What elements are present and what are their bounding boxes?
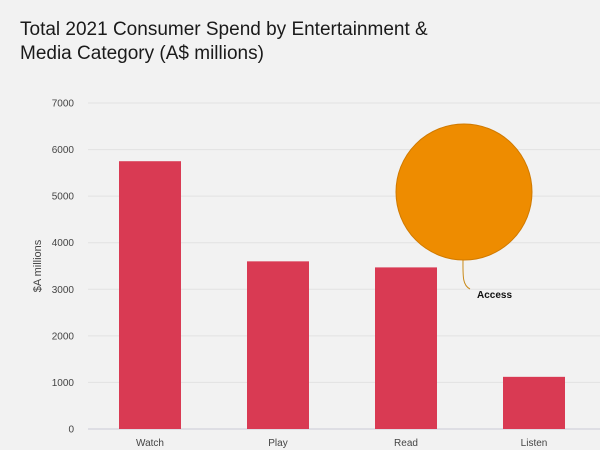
y-tick-label: 0 (68, 425, 74, 436)
bar-read (375, 267, 437, 429)
bar-play (247, 261, 309, 429)
annotation-leader-line (462, 256, 471, 290)
bar-listen (503, 376, 565, 429)
y-axis-title: $A millions (32, 239, 44, 292)
x-tick-label: Watch (136, 438, 164, 449)
x-tick-label: Read (394, 438, 418, 449)
annotation-label: Access (477, 290, 512, 301)
x-axis-ticks: Watch Play Read Listen (136, 438, 547, 449)
y-axis-ticks: 0 1000 2000 3000 4000 5000 6000 7000 (52, 99, 75, 436)
x-tick-label: Listen (521, 438, 548, 449)
y-tick-label: 2000 (52, 331, 75, 342)
x-tick-label: Play (268, 438, 287, 449)
bars (119, 161, 565, 429)
y-tick-label: 7000 (52, 99, 75, 110)
bar-watch (119, 161, 181, 429)
annotation-bubble (395, 123, 533, 261)
y-tick-label: 6000 (52, 145, 75, 156)
y-tick-label: 4000 (52, 238, 75, 249)
y-tick-label: 3000 (52, 285, 75, 296)
y-tick-label: 5000 (52, 192, 75, 203)
annotation: Access (395, 123, 533, 301)
chart-title-line-2: Media Category (A$ millions) (20, 43, 264, 64)
chart-title-line-1: Total 2021 Consumer Spend by Entertainme… (20, 19, 428, 40)
chart-title: Total 2021 Consumer Spend by Entertainme… (20, 18, 450, 66)
y-tick-label: 1000 (52, 378, 75, 389)
